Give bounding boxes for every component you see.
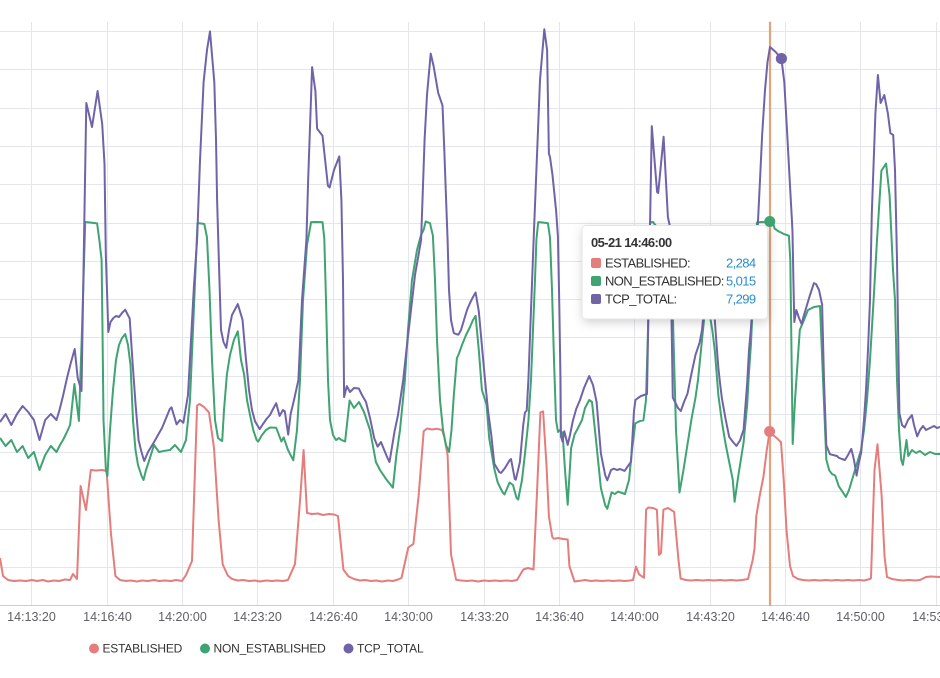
svg-text:NON_ESTABLISHED: NON_ESTABLISHED — [214, 642, 327, 656]
svg-text:2,284: 2,284 — [726, 256, 756, 271]
svg-text:14:16:40: 14:16:40 — [83, 610, 132, 624]
svg-text:ESTABLISHED:: ESTABLISHED: — [605, 256, 690, 271]
svg-text:TCP_TOTAL: TCP_TOTAL — [357, 642, 424, 656]
svg-text:14:50:00: 14:50:00 — [836, 610, 885, 624]
svg-text:05-21 14:46:00: 05-21 14:46:00 — [591, 235, 672, 250]
svg-text:14:53:20: 14:53:20 — [912, 610, 940, 624]
svg-text:14:13:20: 14:13:20 — [7, 610, 56, 624]
svg-text:ESTABLISHED: ESTABLISHED — [103, 642, 183, 656]
svg-text:14:43:20: 14:43:20 — [686, 610, 735, 624]
svg-text:14:20:00: 14:20:00 — [158, 610, 207, 624]
svg-text:14:40:00: 14:40:00 — [610, 610, 659, 624]
svg-text:14:23:20: 14:23:20 — [233, 610, 282, 624]
svg-text:14:36:40: 14:36:40 — [535, 610, 584, 624]
svg-text:14:46:40: 14:46:40 — [761, 610, 810, 624]
svg-text:NON_ESTABLISHED:: NON_ESTABLISHED: — [605, 274, 724, 289]
svg-text:14:30:00: 14:30:00 — [384, 610, 433, 624]
svg-text:14:33:20: 14:33:20 — [460, 610, 509, 624]
svg-text:7,299: 7,299 — [726, 292, 756, 307]
svg-text:14:26:40: 14:26:40 — [309, 610, 358, 624]
svg-text:TCP_TOTAL:: TCP_TOTAL: — [605, 292, 677, 307]
svg-text:5,015: 5,015 — [726, 274, 756, 289]
